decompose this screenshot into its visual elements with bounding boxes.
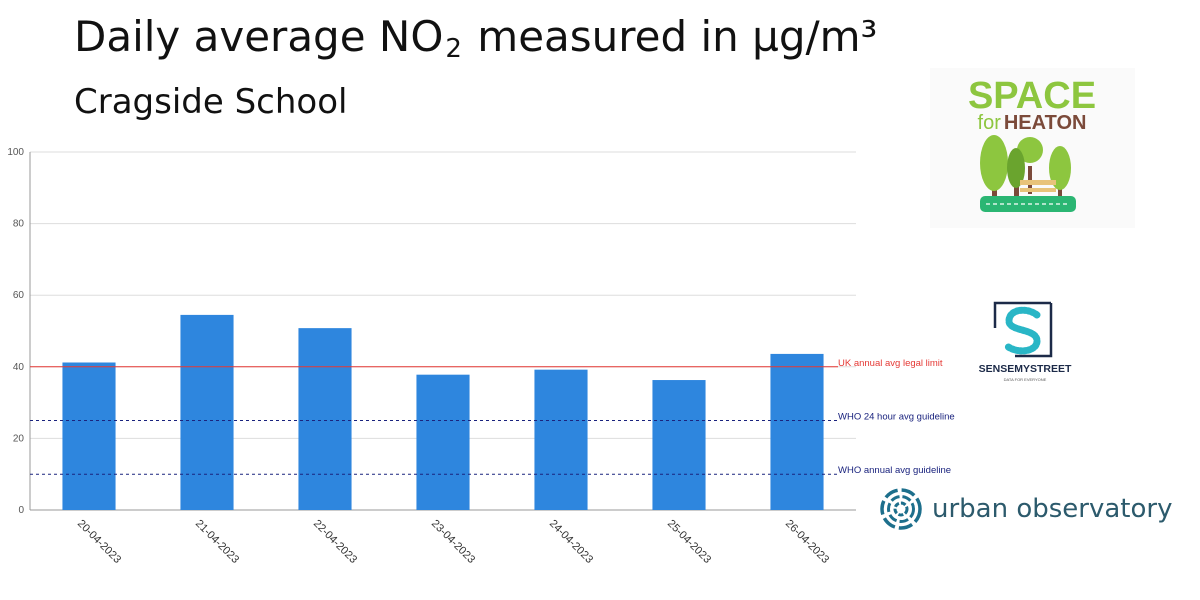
bar	[770, 353, 824, 510]
y-tick-label: 20	[13, 433, 25, 444]
x-tick-label: 20-04-2023	[75, 518, 123, 566]
s-icon	[1003, 306, 1041, 355]
tree-icon	[1017, 137, 1043, 163]
reference-line-label: WHO 24 hour avg guideline	[838, 412, 955, 423]
tree-icon	[980, 135, 1008, 191]
bar	[534, 369, 588, 510]
y-tick-label: 60	[13, 290, 25, 301]
reference-line-label: WHO annual avg guideline	[838, 465, 951, 476]
space-logo-heaton: HEATON	[1004, 112, 1087, 134]
tree-icon	[1007, 148, 1025, 188]
bar	[180, 314, 234, 510]
x-tick-label: 22-04-2023	[311, 518, 359, 566]
bar	[652, 380, 706, 510]
sms-logo-tagline: DATA FOR EVERYONE	[1004, 377, 1047, 382]
space-for-heaton-logo: SPACE for HEATON	[930, 68, 1135, 228]
bar	[416, 374, 470, 510]
sense-my-street-logo: SENSEMYSTREET DATA FOR EVERYONE	[979, 301, 1072, 382]
title-text-main: Daily average NO	[74, 12, 444, 61]
reference-line-label: UK annual avg legal limit	[838, 358, 943, 369]
title-subscript: 2	[445, 34, 462, 64]
uo-logo-name: urban observatory	[932, 494, 1173, 524]
bar	[62, 362, 116, 510]
chart-title: Daily average NO2 measured in µg/m³	[74, 12, 877, 64]
y-tick-label: 80	[13, 219, 25, 230]
bench-icon	[1020, 180, 1056, 185]
y-tick-label: 100	[7, 147, 24, 158]
x-tick-label: 26-04-2023	[783, 518, 831, 566]
x-tick-label: 25-04-2023	[665, 518, 713, 566]
chart-subtitle: Cragside School	[74, 82, 348, 122]
y-tick-label: 0	[18, 505, 24, 516]
space-logo-for: for	[978, 112, 1002, 134]
sms-logo-name: SENSEMYSTREET	[979, 363, 1072, 375]
x-tick-label: 24-04-2023	[547, 518, 595, 566]
y-tick-label: 40	[13, 362, 25, 373]
title-text-unit: measured in µg/m³	[463, 12, 878, 61]
observatory-rings-icon	[880, 488, 922, 530]
space-logo-line1: SPACE	[968, 75, 1096, 117]
x-tick-label: 21-04-2023	[193, 518, 241, 566]
tree-icon	[1049, 146, 1071, 190]
urban-observatory-logo: urban observatory	[880, 488, 1173, 530]
x-tick-label: 23-04-2023	[429, 518, 477, 566]
bar	[298, 328, 352, 510]
